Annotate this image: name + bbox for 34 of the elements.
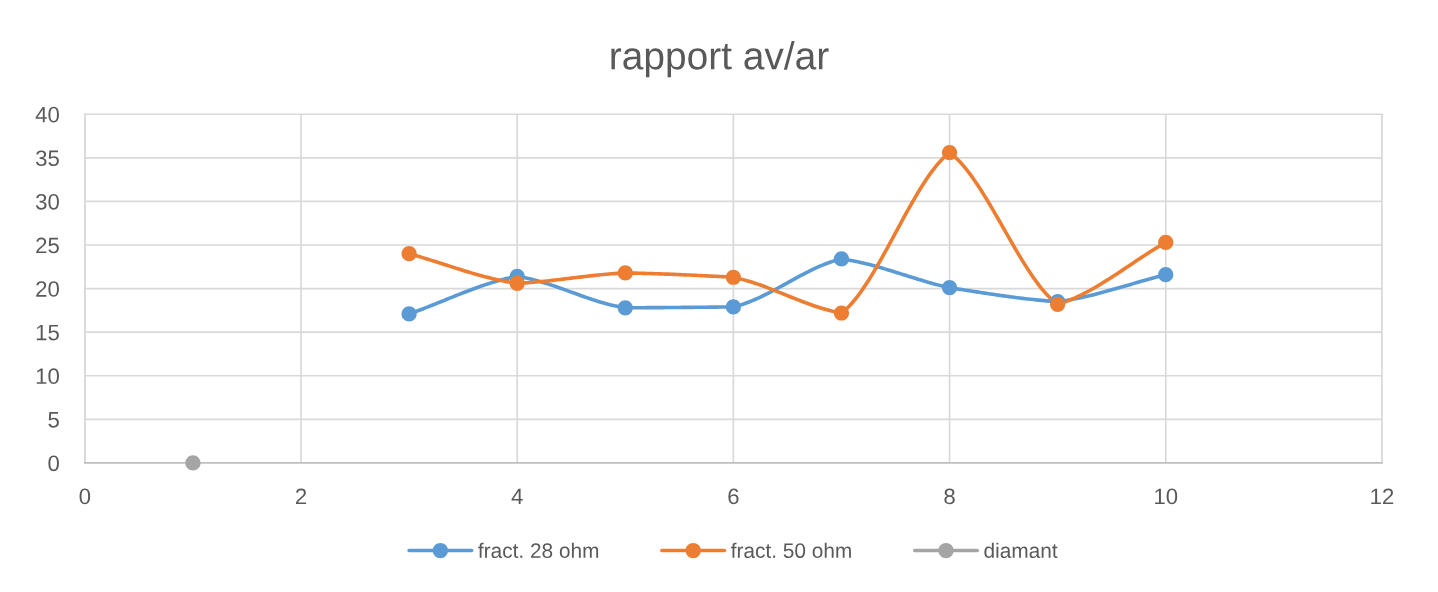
x-tick-label: 12 bbox=[1371, 488, 1394, 505]
y-tick-label: 5 bbox=[48, 412, 59, 428]
y-tick-label: 25 bbox=[36, 237, 59, 254]
y-tick-label: 40 bbox=[35, 106, 59, 123]
point bbox=[725, 299, 741, 315]
point bbox=[941, 280, 958, 296]
point bbox=[401, 246, 417, 262]
point bbox=[185, 455, 201, 471]
x-tick-label: 0 bbox=[79, 488, 91, 505]
y-tick-label: 15 bbox=[36, 324, 59, 341]
point bbox=[401, 306, 417, 322]
x-tick-label: 2 bbox=[295, 488, 307, 505]
point bbox=[941, 145, 958, 161]
x-tick-label: 10 bbox=[1155, 488, 1178, 505]
legend-label: diamant bbox=[984, 542, 1058, 559]
point bbox=[1158, 234, 1174, 251]
point bbox=[509, 275, 525, 291]
point bbox=[617, 300, 633, 316]
x-tick-label: 8 bbox=[944, 488, 955, 505]
legend-label: fract. 28 ohm bbox=[478, 542, 599, 559]
y-tick-label: 20 bbox=[36, 281, 59, 297]
y-tick-label: 10 bbox=[36, 368, 59, 385]
x-tick-label: 6 bbox=[728, 488, 739, 505]
x-tick-label: 4 bbox=[511, 488, 523, 505]
point bbox=[725, 269, 741, 285]
point bbox=[1158, 267, 1174, 283]
y-tick-label: 30 bbox=[35, 193, 59, 210]
legend-label: fract. 50 ohm bbox=[731, 542, 851, 559]
chart-title: rapport av/ar bbox=[611, 41, 829, 78]
y-tick-label: 35 bbox=[35, 150, 59, 167]
point bbox=[833, 305, 850, 321]
point bbox=[833, 251, 850, 267]
y-tick-label: 0 bbox=[48, 455, 59, 472]
point bbox=[617, 265, 633, 281]
